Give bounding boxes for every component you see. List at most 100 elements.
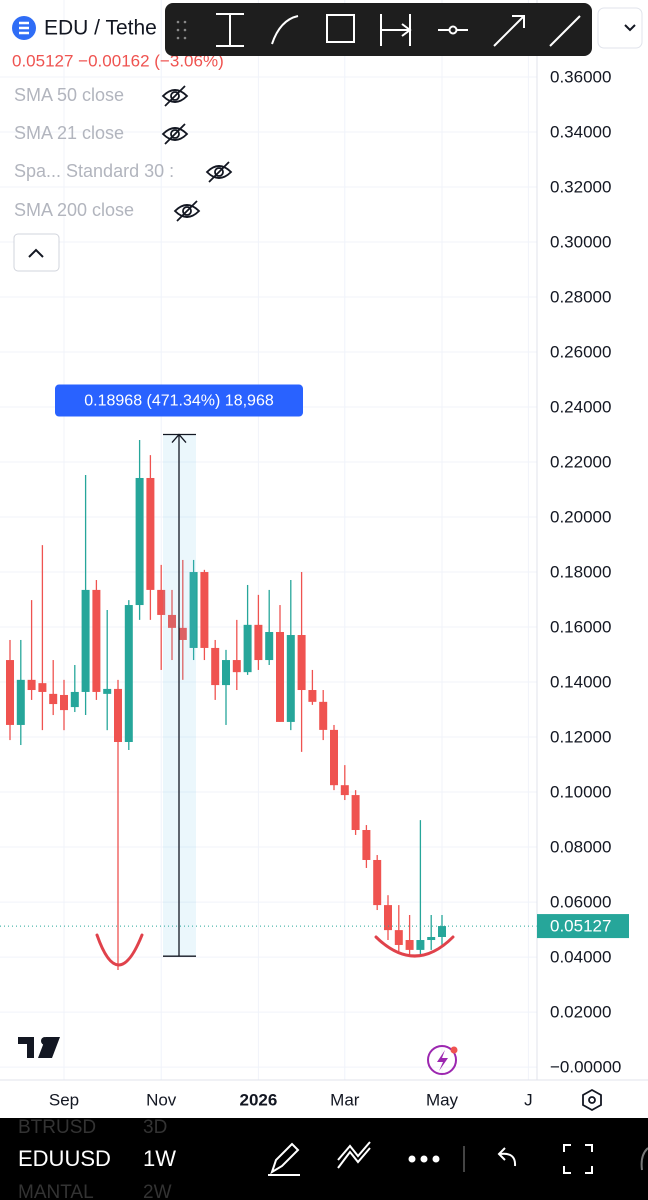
candle-body xyxy=(286,635,295,722)
measure-label: 0.18968 (471.34%) 18,968 xyxy=(84,393,274,410)
candle-body xyxy=(157,589,166,615)
bottom-bar xyxy=(0,1118,648,1200)
draw-button[interactable] xyxy=(268,1142,300,1176)
horizontal-line-dot xyxy=(448,25,458,35)
candle-body xyxy=(276,631,284,722)
x-tick-label: Nov xyxy=(146,1090,177,1109)
eye-off-icon[interactable] xyxy=(161,85,189,107)
candle-body xyxy=(351,795,360,831)
y-tick-label: 0.32000 xyxy=(550,177,611,196)
interval-option[interactable]: 3D xyxy=(143,1117,167,1138)
hidden-icons xyxy=(161,85,233,222)
indicator-label[interactable]: Spa... Standard 30 : xyxy=(14,161,174,181)
measure-arrow xyxy=(171,433,187,443)
candle-body xyxy=(427,936,436,941)
trend-line-tool[interactable] xyxy=(549,15,581,47)
y-tick-label: 0.30000 xyxy=(550,233,611,252)
candle-body xyxy=(416,940,425,950)
quote: 0.05127 −0.00162 (−3.06%) xyxy=(12,51,224,70)
indicator-label[interactable]: SMA 50 close xyxy=(14,85,124,105)
candle-body xyxy=(124,605,133,743)
arrow-tool[interactable] xyxy=(493,15,525,47)
indicators-button[interactable] xyxy=(337,1141,371,1169)
x-tick-label: Sep xyxy=(49,1090,79,1109)
interval-option[interactable]: 2W xyxy=(143,1182,172,1200)
undo-button[interactable] xyxy=(497,1147,517,1167)
y-tick-label: 0.34000 xyxy=(550,122,611,141)
candle-body xyxy=(362,830,371,860)
y-tick-label: 0.02000 xyxy=(550,1003,611,1022)
y-tick-label: 0.26000 xyxy=(550,343,611,362)
candle-body xyxy=(49,693,58,705)
candle-body xyxy=(384,905,392,931)
x-tick-label: May xyxy=(426,1090,459,1109)
grid xyxy=(0,0,537,1080)
candle-body xyxy=(232,660,241,673)
y-tick-label: 0.10000 xyxy=(550,783,611,802)
eye-off-icon[interactable] xyxy=(173,200,201,222)
candle-body xyxy=(60,694,68,711)
rectangle-tool[interactable] xyxy=(326,14,355,43)
tradingview-logo xyxy=(18,1037,60,1058)
measure-label-box xyxy=(55,384,303,417)
indicator-label[interactable]: SMA 21 close xyxy=(14,123,124,143)
drag-handle[interactable] xyxy=(176,20,187,40)
indicator-label[interactable]: SMA 200 close xyxy=(14,200,134,220)
candle-body xyxy=(319,701,328,730)
candle-body xyxy=(168,614,176,628)
interval-selected[interactable]: 1W xyxy=(143,1146,176,1171)
y-tick-label: 0.28000 xyxy=(550,288,611,307)
candle-body xyxy=(308,690,317,702)
symbol-selected[interactable]: EDUUSD xyxy=(18,1146,111,1171)
settings-icon-center xyxy=(588,1096,596,1104)
candle-body xyxy=(70,691,79,708)
candle-body xyxy=(146,477,155,590)
price-range-tool[interactable] xyxy=(216,13,244,47)
candle-body xyxy=(92,589,101,692)
candle-body xyxy=(222,660,230,686)
fullscreen-button[interactable] xyxy=(563,1144,593,1174)
y-tick-label: 0.36000 xyxy=(550,67,611,86)
candle-body xyxy=(16,679,25,725)
flash-bolt xyxy=(437,1050,448,1071)
settings-icon[interactable] xyxy=(582,1088,602,1112)
candle-body xyxy=(135,477,144,606)
toolbar-icons xyxy=(176,13,581,47)
more-button[interactable] xyxy=(408,1155,440,1163)
candle-body xyxy=(265,631,274,661)
y-tick-label: 0.16000 xyxy=(550,618,611,637)
collapse-button[interactable] xyxy=(13,233,60,272)
candle-body xyxy=(114,688,122,743)
candle-body xyxy=(340,785,349,796)
y-tick-label: 0.14000 xyxy=(550,673,611,692)
symbol-title[interactable]: EDU / Tethe xyxy=(44,17,157,40)
eye-off-icon[interactable] xyxy=(161,123,189,145)
eye-off-icon[interactable] xyxy=(205,161,233,183)
interval-dropdown[interactable] xyxy=(597,7,643,49)
candle-body xyxy=(405,940,414,950)
overlays: 0.18968 (471.34%) 18,968 xyxy=(0,384,537,957)
candle-body xyxy=(211,647,220,686)
y-tick-label: 0.18000 xyxy=(550,563,611,582)
y-tick-label: 0.20000 xyxy=(550,508,611,527)
candle-body xyxy=(200,572,209,648)
x-tick-label: J xyxy=(524,1090,533,1109)
candle-body xyxy=(178,627,187,640)
flash-icon[interactable] xyxy=(427,1045,457,1075)
symbol-option[interactable]: BTRUSD xyxy=(18,1117,96,1138)
last-price-label: 0.05127 xyxy=(550,917,611,936)
y-tick-label: 0.06000 xyxy=(550,893,611,912)
y-tick-label: 0.12000 xyxy=(550,728,611,747)
symbol-option[interactable]: MANTAL xyxy=(18,1182,94,1200)
annotation-curve xyxy=(374,935,455,958)
candle-body xyxy=(394,930,403,945)
candle-body xyxy=(373,859,382,906)
y-tick-label: 0.22000 xyxy=(550,453,611,472)
candle-body xyxy=(189,572,198,648)
y-tick-label: 0.24000 xyxy=(550,398,611,417)
annotation-curve xyxy=(95,933,144,967)
date-range-tool[interactable] xyxy=(380,14,412,46)
curve-tool[interactable] xyxy=(271,15,299,45)
